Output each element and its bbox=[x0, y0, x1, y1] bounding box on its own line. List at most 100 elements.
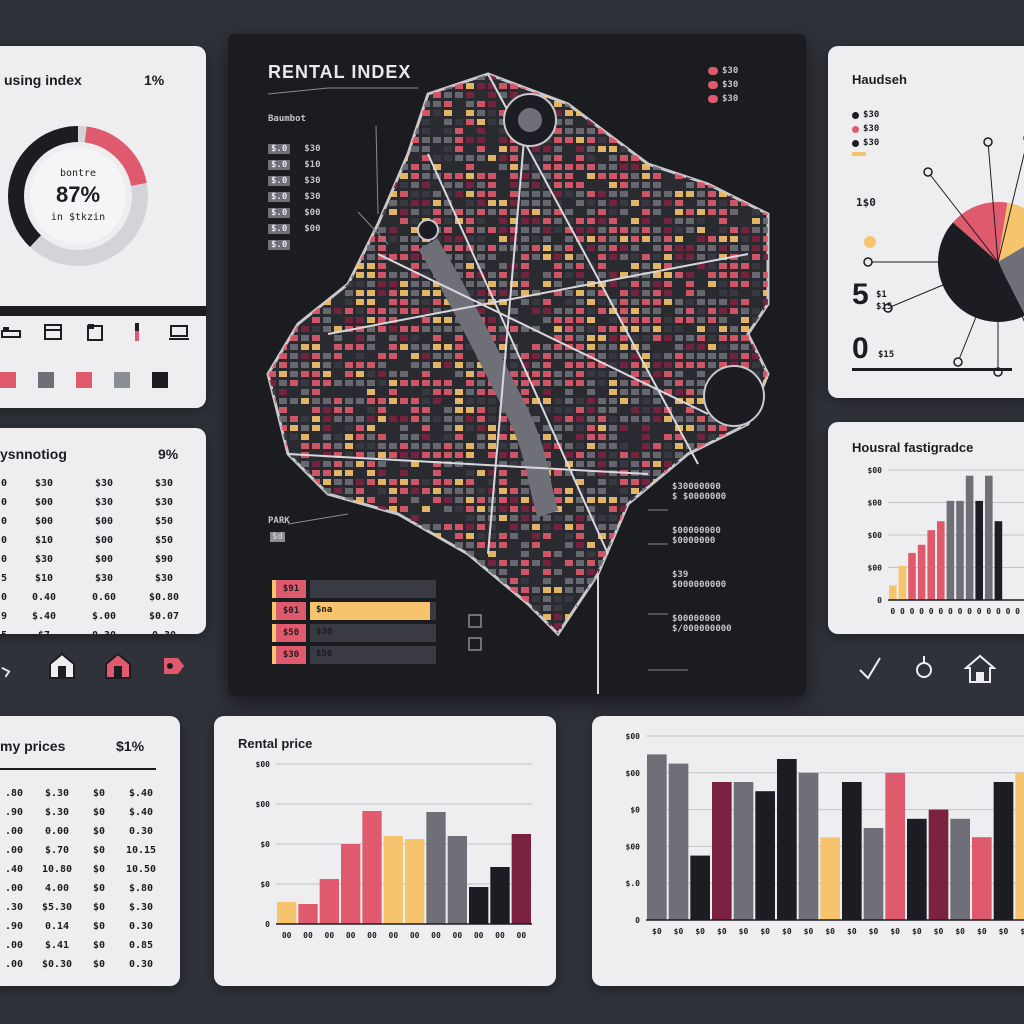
map-block bbox=[763, 479, 768, 485]
map-block bbox=[642, 173, 650, 179]
x-tick-label: $0 bbox=[1020, 927, 1024, 936]
laptop-icon[interactable] bbox=[168, 322, 190, 342]
pin-icon[interactable] bbox=[910, 652, 938, 684]
map-block bbox=[400, 524, 408, 530]
map-block bbox=[323, 245, 331, 251]
map-block bbox=[455, 479, 463, 485]
map-block bbox=[675, 101, 683, 107]
map-block bbox=[268, 119, 276, 125]
map-block bbox=[279, 407, 287, 413]
map-block bbox=[785, 83, 793, 89]
map-block bbox=[521, 479, 529, 485]
map-block bbox=[488, 326, 496, 332]
map-block bbox=[763, 92, 768, 98]
map-block bbox=[411, 434, 419, 440]
map-block bbox=[620, 587, 628, 593]
map-bar-row[interactable]: $01 $na bbox=[272, 602, 436, 620]
map-block bbox=[664, 263, 672, 269]
table-cell: $10 bbox=[34, 535, 54, 546]
map-block bbox=[279, 398, 287, 404]
city-map[interactable] bbox=[228, 34, 806, 696]
map-legend-row[interactable]: $.0 $30 bbox=[268, 192, 321, 202]
map-block bbox=[774, 614, 782, 620]
map-block bbox=[433, 101, 441, 107]
bar bbox=[362, 811, 382, 924]
map-block bbox=[620, 227, 628, 233]
map-block bbox=[620, 479, 628, 485]
house-icon[interactable] bbox=[48, 652, 76, 680]
cabinet-icon[interactable] bbox=[84, 322, 106, 342]
house-red-icon[interactable] bbox=[104, 652, 132, 680]
map-bar-row[interactable]: $91 bbox=[272, 580, 436, 598]
map-legend-row[interactable]: $.0 bbox=[268, 240, 321, 250]
home-icon[interactable] bbox=[964, 652, 996, 684]
map-block bbox=[565, 218, 573, 224]
map-block bbox=[642, 623, 650, 629]
map-block bbox=[554, 416, 562, 422]
map-block bbox=[510, 326, 518, 332]
map-block bbox=[697, 434, 705, 440]
map-block bbox=[433, 497, 441, 503]
map-block bbox=[664, 506, 672, 512]
map-bar-label: $50 bbox=[316, 649, 333, 659]
map-block bbox=[290, 344, 298, 350]
coin-icon[interactable] bbox=[862, 234, 878, 250]
map-block bbox=[312, 263, 320, 269]
thermometer-icon[interactable] bbox=[126, 322, 148, 342]
map-block bbox=[719, 281, 727, 287]
map-block bbox=[279, 254, 287, 260]
map-block bbox=[785, 128, 793, 134]
map-legend-row[interactable]: $.0 $10 bbox=[268, 160, 321, 170]
map-block bbox=[752, 578, 760, 584]
bar bbox=[946, 500, 955, 600]
map-block bbox=[620, 155, 628, 161]
map-legend-row[interactable]: $.0 $30 bbox=[268, 176, 321, 186]
map-block bbox=[455, 407, 463, 413]
map-block bbox=[763, 434, 768, 440]
map-block bbox=[741, 227, 749, 233]
map-bar-label: $30 bbox=[316, 627, 333, 637]
bar bbox=[511, 834, 531, 924]
map-block bbox=[631, 236, 639, 242]
map-block bbox=[587, 209, 595, 215]
window-icon[interactable] bbox=[42, 322, 64, 342]
map-block bbox=[499, 335, 507, 341]
map-block bbox=[422, 551, 430, 557]
map-block bbox=[609, 443, 617, 449]
map-block bbox=[719, 317, 727, 323]
map-block bbox=[290, 272, 298, 278]
map-block bbox=[576, 533, 584, 539]
map-road bbox=[327, 253, 749, 335]
map-bar-row[interactable]: $50 $30 bbox=[272, 624, 436, 642]
map-block bbox=[290, 290, 298, 296]
bed-icon[interactable] bbox=[0, 322, 22, 342]
map-block bbox=[730, 344, 738, 350]
map-block bbox=[411, 488, 419, 494]
grid-icon-2[interactable] bbox=[468, 637, 482, 651]
map-block bbox=[730, 335, 738, 341]
map-block bbox=[620, 488, 628, 494]
map-block bbox=[378, 569, 386, 575]
map-block bbox=[774, 353, 782, 359]
map-legend-row[interactable]: $.0 $00 bbox=[268, 224, 321, 234]
location-check-icon[interactable] bbox=[856, 652, 884, 684]
map-block bbox=[433, 335, 441, 341]
map-legend-row[interactable]: $.0 $30 bbox=[268, 144, 321, 154]
map-block bbox=[708, 281, 716, 287]
map-block bbox=[686, 218, 694, 224]
map-block bbox=[488, 650, 496, 656]
grid-icon[interactable] bbox=[468, 614, 482, 628]
map-block bbox=[323, 524, 331, 530]
map-block bbox=[356, 227, 364, 233]
tool-icon[interactable] bbox=[0, 652, 20, 680]
map-block bbox=[609, 434, 617, 440]
map-block bbox=[433, 326, 441, 332]
map-block bbox=[598, 560, 606, 566]
map-block bbox=[653, 416, 661, 422]
table-cell: .80 bbox=[4, 788, 24, 799]
map-legend-row[interactable]: $.0 $00 bbox=[268, 208, 321, 218]
map-block bbox=[554, 335, 562, 341]
map-bar-row[interactable]: $30 $50 bbox=[272, 646, 436, 664]
tag-icon[interactable] bbox=[160, 652, 188, 680]
map-block bbox=[488, 560, 496, 566]
